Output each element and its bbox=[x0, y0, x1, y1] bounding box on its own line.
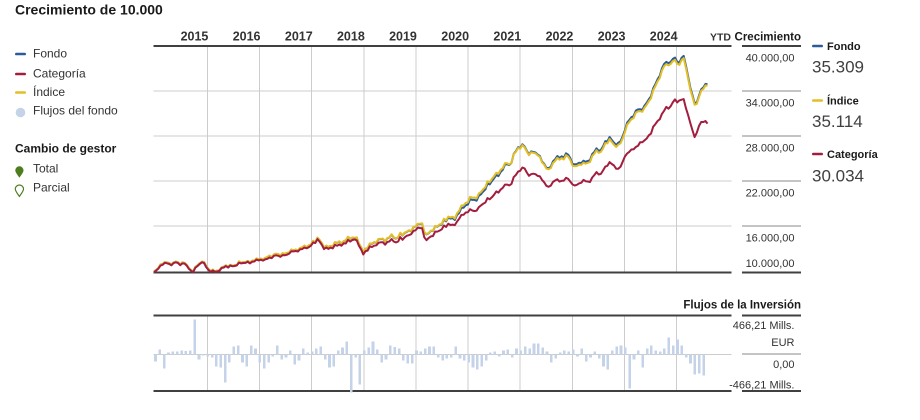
svg-text:16.000,00: 16.000,00 bbox=[746, 233, 795, 245]
svg-text:Categoría: Categoría bbox=[827, 149, 879, 161]
svg-text:Cambio de gestor: Cambio de gestor bbox=[15, 142, 117, 156]
svg-text:0,00: 0,00 bbox=[773, 359, 794, 371]
svg-text:10.000,00: 10.000,00 bbox=[746, 258, 795, 270]
svg-text:Crecimiento de 10.000: Crecimiento de 10.000 bbox=[15, 2, 163, 18]
svg-text:34.000,00: 34.000,00 bbox=[746, 98, 795, 110]
svg-text:2024: 2024 bbox=[650, 30, 678, 44]
svg-text:2020: 2020 bbox=[441, 30, 469, 44]
svg-text:2015: 2015 bbox=[181, 30, 209, 44]
svg-text:2019: 2019 bbox=[389, 30, 417, 44]
svg-text:2018: 2018 bbox=[337, 30, 365, 44]
svg-text:Fondo: Fondo bbox=[33, 47, 67, 61]
svg-text:Flujos del fondo: Flujos del fondo bbox=[33, 104, 118, 118]
svg-text:2016: 2016 bbox=[233, 30, 261, 44]
svg-text:-466,21 Mills.: -466,21 Mills. bbox=[729, 380, 794, 392]
svg-text:2023: 2023 bbox=[598, 30, 626, 44]
svg-text:2017: 2017 bbox=[285, 30, 313, 44]
svg-text:Fondo: Fondo bbox=[827, 41, 861, 53]
svg-text:YTD: YTD bbox=[710, 32, 731, 44]
svg-text:Total: Total bbox=[33, 162, 58, 176]
svg-text:35.114: 35.114 bbox=[812, 112, 863, 131]
svg-text:2021: 2021 bbox=[493, 30, 521, 44]
svg-text:Índice: Índice bbox=[33, 84, 65, 99]
svg-text:22.000,00: 22.000,00 bbox=[746, 188, 795, 200]
svg-text:28.000,00: 28.000,00 bbox=[746, 143, 795, 155]
svg-text:2022: 2022 bbox=[546, 30, 574, 44]
svg-text:Índice: Índice bbox=[827, 95, 859, 108]
svg-text:35.309: 35.309 bbox=[812, 58, 864, 77]
svg-text:30.034: 30.034 bbox=[812, 167, 864, 186]
svg-text:Flujos de la Inversión: Flujos de la Inversión bbox=[683, 300, 801, 312]
svg-text:Categoría: Categoría bbox=[33, 67, 86, 81]
svg-text:466,21 Mills.: 466,21 Mills. bbox=[733, 320, 795, 332]
svg-text:EUR: EUR bbox=[771, 337, 794, 349]
svg-text:40.000,00: 40.000,00 bbox=[746, 53, 795, 65]
svg-text:Crecimiento: Crecimiento bbox=[735, 32, 801, 44]
svg-text:Parcial: Parcial bbox=[33, 181, 70, 195]
